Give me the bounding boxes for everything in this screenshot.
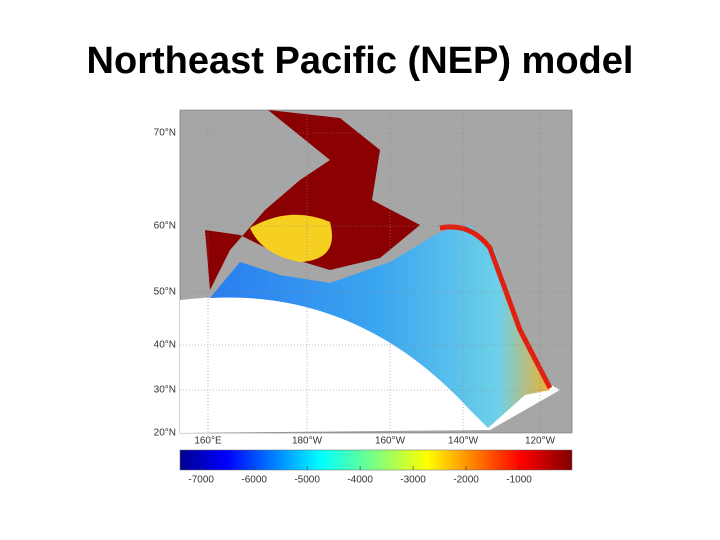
coastal-shelf: [439, 224, 553, 390]
colorbar-tick-label: -7000: [188, 475, 214, 486]
colorbar-tick-label: -6000: [241, 475, 267, 486]
slide-title: Northeast Pacific (NEP) model: [86, 40, 634, 82]
lat-label: 40°N: [154, 340, 176, 351]
lat-label: 70°N: [154, 128, 176, 139]
lon-label: 140°W: [448, 436, 479, 447]
colorbar-tick-label: -3000: [400, 475, 426, 486]
map: [179, 109, 573, 434]
ocean-depth: [210, 225, 550, 428]
lat-label: 60°N: [154, 221, 176, 232]
lat-label: 30°N: [154, 385, 176, 396]
lat-label: 20°N: [154, 428, 176, 439]
bering-shelf-edge: [250, 214, 332, 262]
lon-label: 120°W: [525, 436, 556, 447]
lat-label: 50°N: [154, 287, 176, 298]
lon-label: 160°W: [375, 436, 406, 447]
lon-label: 180°W: [292, 436, 323, 447]
colorbar-tick-label: -4000: [347, 475, 373, 486]
colorbar-tick-label: -2000: [453, 475, 479, 486]
lon-label: 160°E: [194, 436, 222, 447]
colorbar: [179, 449, 573, 471]
colorbar-tick-label: -1000: [506, 475, 532, 486]
shelf: [205, 110, 420, 290]
colorbar-tick-label: -5000: [294, 475, 320, 486]
